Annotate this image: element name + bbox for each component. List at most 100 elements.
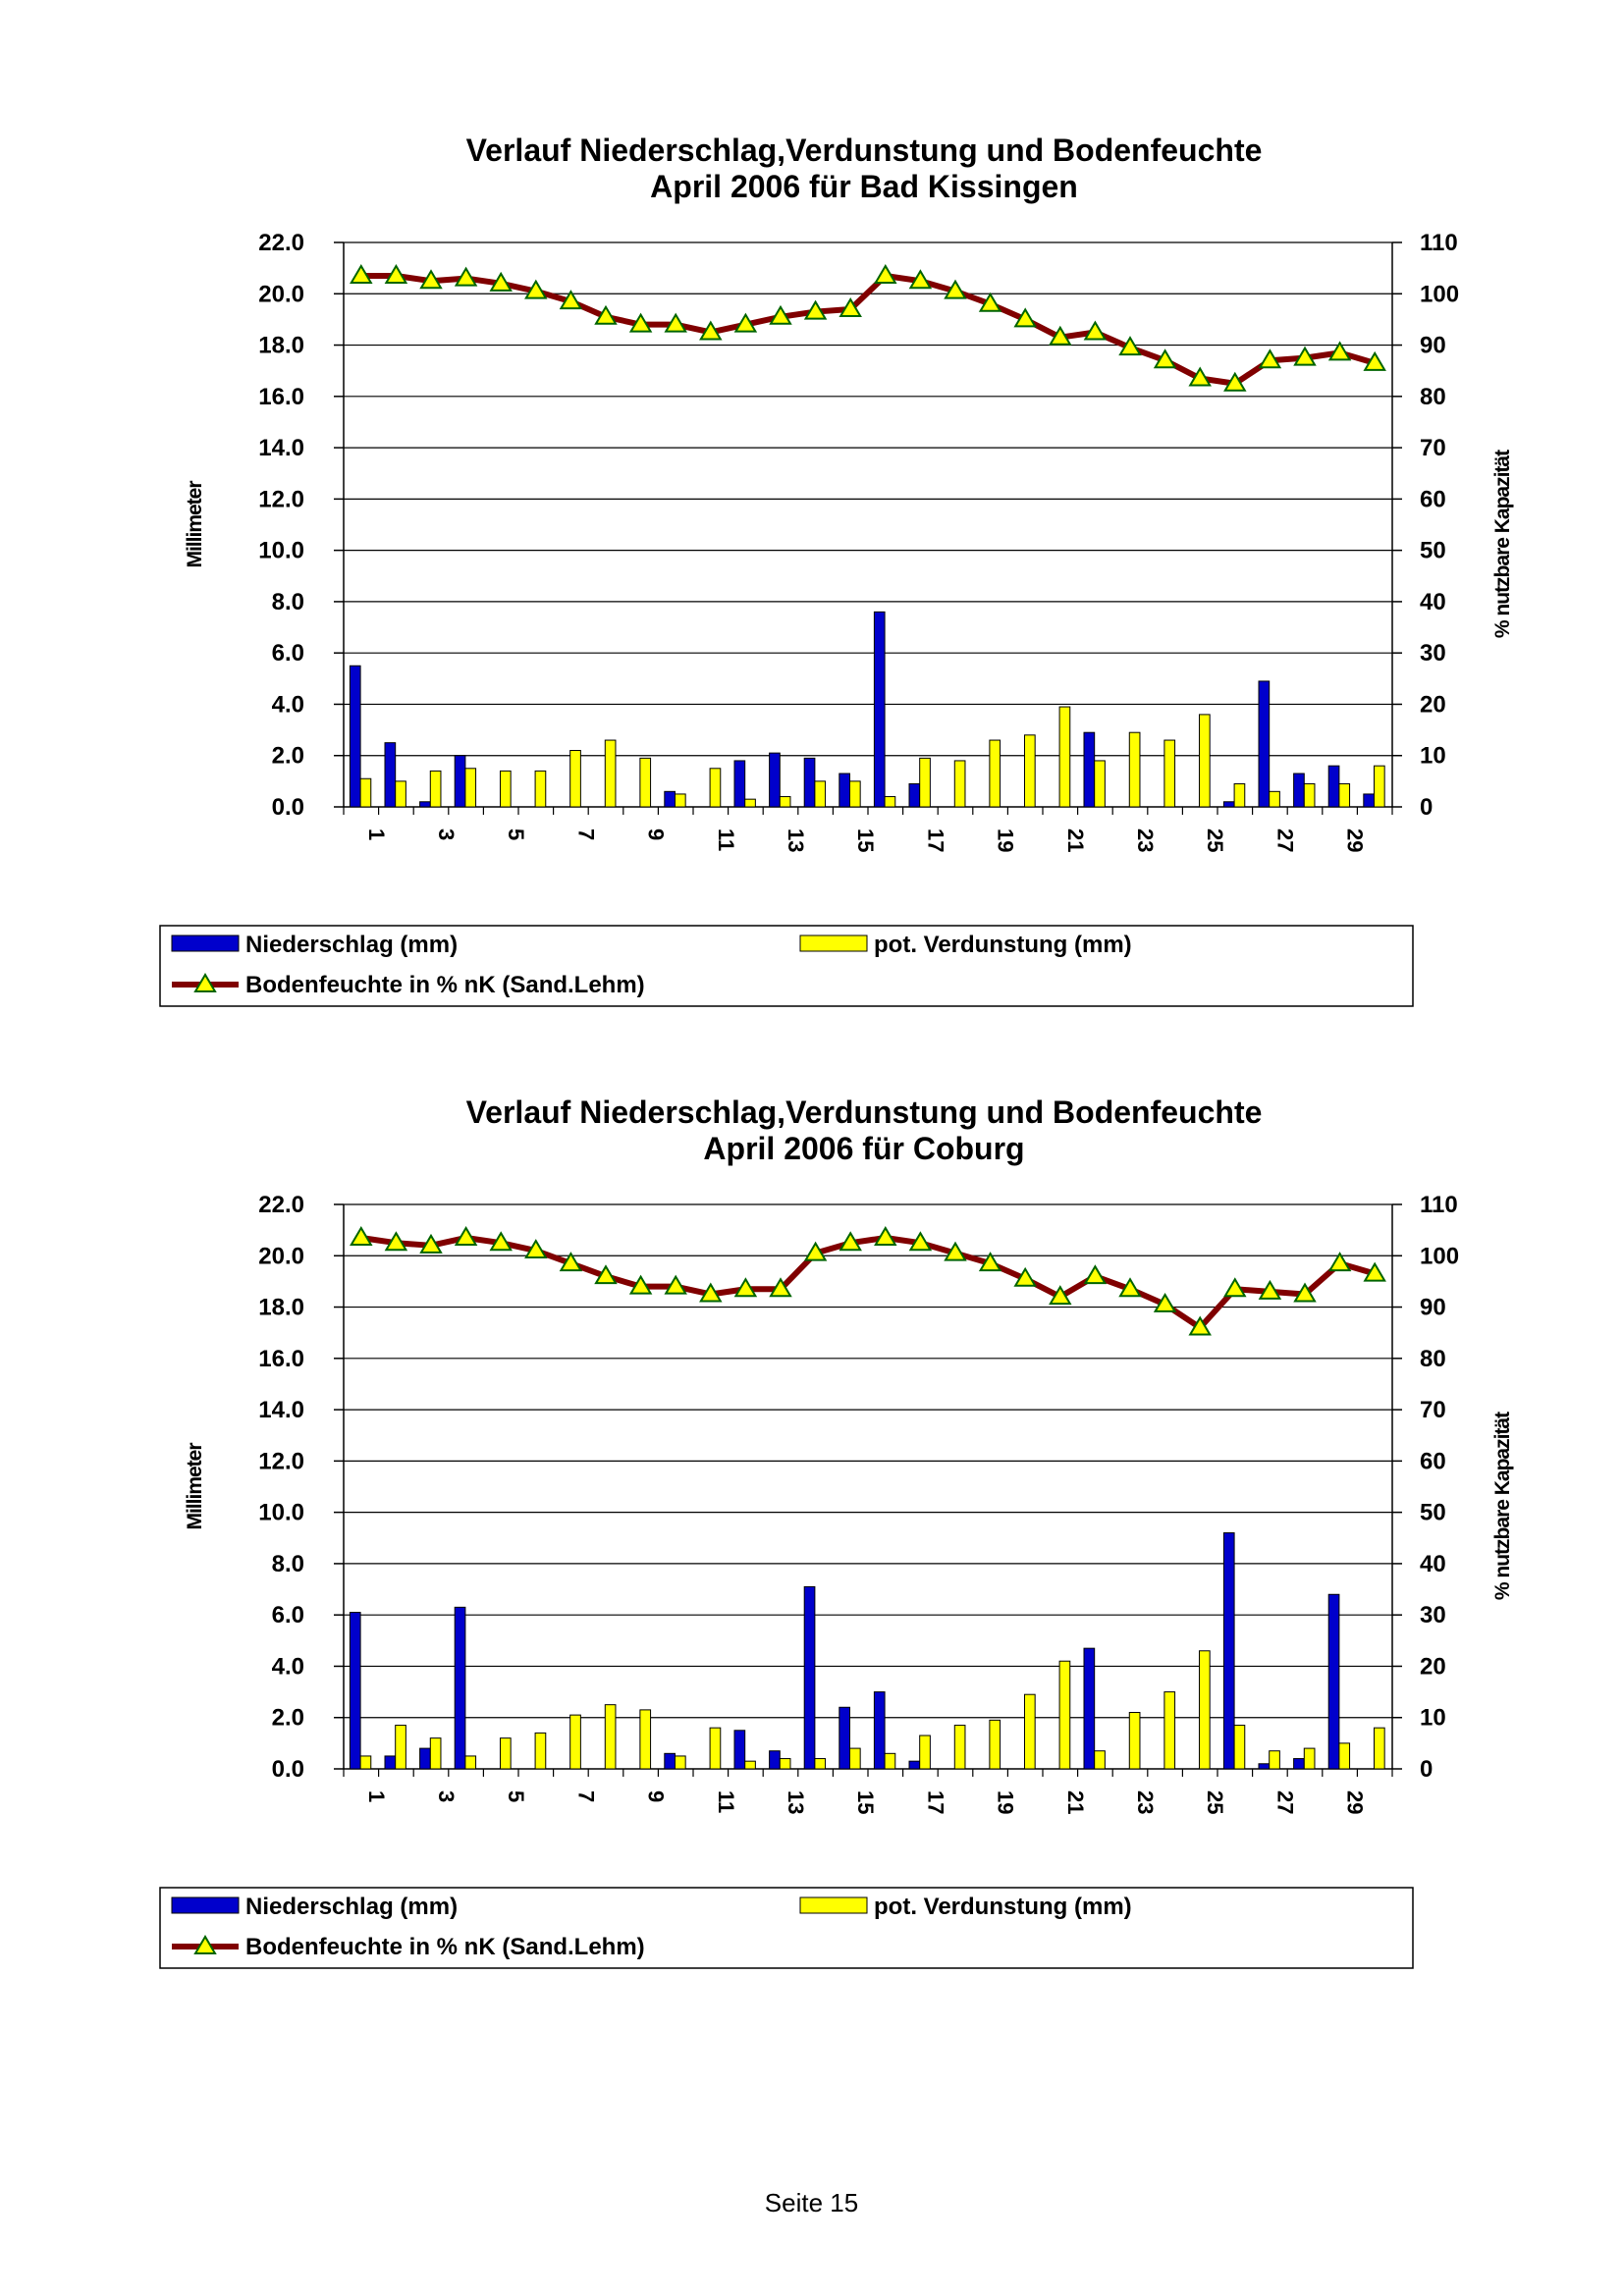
y2-tick-label: 10: [1420, 743, 1446, 770]
marker-bodenfeuchte: [1118, 1277, 1142, 1298]
marker-bodenfeuchte: [1293, 1282, 1317, 1303]
legend-label-bodenfeuchte: Bodenfeuchte in % nK (Sand.Lehm): [245, 972, 645, 998]
bar-verdunstung: [464, 768, 477, 808]
bar-verdunstung: [395, 780, 406, 808]
bar-verdunstung: [814, 780, 827, 808]
bar-verdunstung: [1128, 731, 1141, 808]
y2-tick-label: 10: [1420, 1705, 1446, 1732]
bar-verdunstung: [1128, 1712, 1141, 1770]
bar-niederschlag: [839, 773, 850, 808]
bar-niederschlag: [733, 1730, 746, 1770]
marker-bodenfeuchte: [699, 320, 723, 341]
x-tick-label: 7: [573, 1790, 598, 1802]
legend-swatch-niederschlag: [171, 1896, 240, 1914]
marker-bodenfeuchte: [1327, 341, 1352, 361]
y2-axis-label: % nutzbare Kapazität: [1491, 1412, 1514, 1600]
marker-bodenfeuchte: [1363, 350, 1386, 371]
bar-niederschlag: [1083, 1647, 1096, 1770]
bar-verdunstung: [604, 739, 617, 808]
y2-axis-label: % nutzbare Kapazität: [1491, 450, 1514, 638]
x-tick-label: 17: [923, 1790, 947, 1814]
x-tick-label: 21: [1063, 1790, 1088, 1814]
y-tick-label: 4.0: [272, 1653, 304, 1680]
bar-niederschlag: [349, 665, 361, 808]
marker-bodenfeuchte: [628, 312, 653, 333]
bar-verdunstung: [499, 1737, 512, 1770]
bar-verdunstung: [1373, 765, 1385, 808]
y-tick-label: 2.0: [272, 1705, 304, 1732]
marker-bodenfeuchte: [803, 299, 828, 320]
bar-niederschlag: [384, 742, 397, 808]
bar-verdunstung: [534, 770, 547, 808]
x-tick-label: 1: [364, 1790, 389, 1802]
x-tick-label: 5: [504, 1790, 528, 1802]
chart-title: Verlauf Niederschlag,Verdunstung und Bod…: [466, 133, 1263, 168]
marker-bodenfeuchte: [524, 1239, 548, 1259]
y-tick-label: 16.0: [258, 384, 304, 410]
legend-swatch-niederschlag: [171, 934, 240, 952]
marker-bodenfeuchte: [524, 279, 548, 299]
bar-verdunstung: [604, 1704, 617, 1770]
y2-tick-label: 30: [1420, 640, 1446, 667]
y2-tick-label: 40: [1420, 1551, 1446, 1577]
y2-tick-label: 70: [1420, 435, 1446, 461]
x-tick-label: 5: [504, 828, 528, 840]
marker-bodenfeuchte: [594, 304, 618, 325]
legend-label-niederschlag: Niederschlag (mm): [245, 932, 458, 958]
y-tick-label: 10.0: [258, 1500, 304, 1526]
x-tick-label: 19: [994, 1790, 1018, 1814]
y-tick-label: 20.0: [258, 281, 304, 307]
bar-niederschlag: [839, 1706, 850, 1770]
bar-niederschlag: [419, 801, 431, 808]
bar-verdunstung: [1198, 714, 1211, 808]
bar-verdunstung: [744, 798, 756, 808]
x-tick-label: 15: [853, 1790, 878, 1814]
bar-niederschlag: [1222, 801, 1235, 808]
marker-bodenfeuchte: [664, 312, 687, 333]
legend-label-niederschlag: Niederschlag (mm): [245, 1894, 458, 1920]
x-tick-label: 29: [1343, 1790, 1368, 1814]
marker-bodenfeuchte: [733, 1277, 758, 1298]
y2-tick-label: 40: [1420, 589, 1446, 615]
marker-bodenfeuchte: [559, 1252, 583, 1272]
y2-tick-label: 100: [1420, 281, 1459, 307]
marker-bodenfeuchte: [559, 290, 583, 310]
x-tick-label: 17: [923, 828, 947, 852]
bar-niederschlag: [419, 1747, 431, 1770]
marker-bodenfeuchte: [384, 264, 408, 284]
marker-bodenfeuchte: [419, 269, 443, 290]
bar-verdunstung: [1338, 782, 1351, 808]
marker-bodenfeuchte: [1188, 1315, 1212, 1336]
bar-verdunstung: [919, 757, 931, 808]
bar-verdunstung: [499, 770, 512, 808]
x-tick-label: 11: [714, 828, 738, 851]
marker-bodenfeuchte: [944, 1241, 967, 1261]
y2-tick-label: 70: [1420, 1397, 1446, 1423]
bar-niederschlag: [1083, 731, 1096, 808]
bar-niederschlag: [664, 790, 676, 808]
marker-bodenfeuchte: [350, 264, 373, 284]
bar-verdunstung: [1338, 1742, 1351, 1770]
marker-bodenfeuchte: [1327, 1252, 1352, 1272]
bar-niederschlag: [769, 1750, 781, 1770]
bar-niederschlag: [384, 1755, 397, 1770]
x-tick-label: 29: [1343, 828, 1368, 852]
bar-niederschlag: [1327, 765, 1340, 808]
bar-verdunstung: [1373, 1727, 1385, 1770]
marker-bodenfeuchte: [839, 296, 862, 317]
marker-bodenfeuchte: [350, 1226, 373, 1246]
marker-bodenfeuchte: [733, 312, 758, 333]
y2-tick-label: 30: [1420, 1602, 1446, 1629]
bar-verdunstung: [1094, 1750, 1106, 1770]
bar-niederschlag: [733, 760, 746, 808]
x-tick-label: 21: [1063, 828, 1088, 852]
x-tick-label: 13: [784, 828, 808, 852]
marker-bodenfeuchte: [664, 1274, 687, 1295]
chart-coburg: Verlauf Niederschlag,Verdunstung und Bod…: [159, 1095, 1514, 1969]
page-number: Seite 15: [764, 2188, 859, 2217]
bar-niederschlag: [873, 611, 886, 808]
marker-bodenfeuchte: [454, 266, 478, 287]
y-tick-label: 22.0: [258, 1192, 304, 1218]
y-tick-label: 18.0: [258, 333, 304, 359]
y-tick-label: 22.0: [258, 230, 304, 256]
